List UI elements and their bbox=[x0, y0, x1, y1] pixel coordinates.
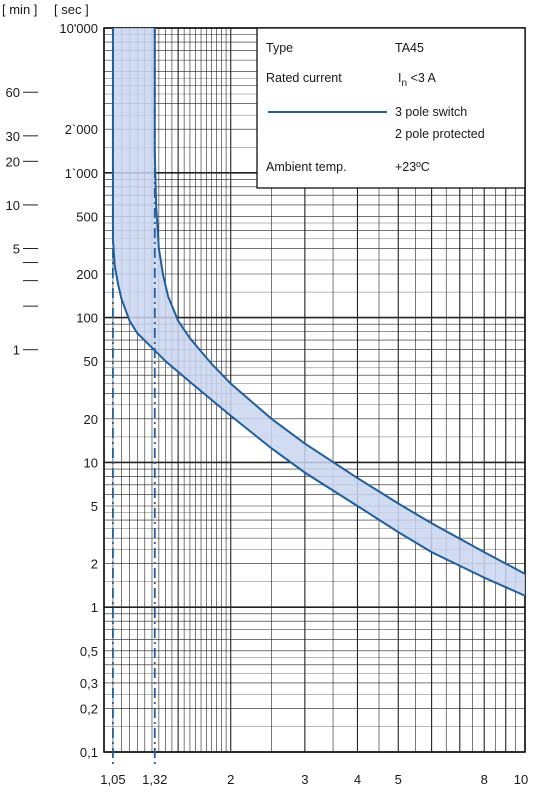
y-tick-label: 100 bbox=[76, 311, 98, 326]
legend: Type TA45 Rated current In <3 A 3 pole switc… bbox=[256, 27, 526, 189]
unit-label-sec: [ sec ] bbox=[54, 2, 89, 17]
minute-tick-label: 10 bbox=[6, 198, 20, 213]
band-upper-curve bbox=[153, 28, 526, 575]
unit-label-min: [ min ] bbox=[2, 2, 37, 17]
tolerance-band bbox=[111, 28, 526, 597]
reference-lines bbox=[112, 28, 156, 764]
x-tick-label: 4 bbox=[354, 772, 361, 787]
legend-label: Type bbox=[266, 41, 293, 55]
y-tick-label: 10 bbox=[84, 455, 98, 470]
y-tick-label: 200 bbox=[76, 267, 98, 282]
minute-tick-label: 1 bbox=[13, 343, 20, 358]
y-tick-label: 10'000 bbox=[59, 21, 98, 36]
minute-tick-label: 30 bbox=[6, 129, 20, 144]
y-tick-label: 5 bbox=[91, 499, 98, 514]
y-tick-label: 1`000 bbox=[65, 166, 98, 181]
minute-tick-label: 20 bbox=[6, 154, 20, 169]
x-tick-label: 2 bbox=[227, 772, 234, 787]
y-tick-label: 2 bbox=[91, 557, 98, 572]
minute-tick-label: 5 bbox=[13, 242, 20, 257]
y-tick-label: 2`000 bbox=[65, 122, 98, 137]
axes: 10'000 2`000 1`000 500 200 100 50 20 10 5 2 1 0,5 0,3… bbox=[2, 2, 528, 787]
y-tick-label: 0,2 bbox=[80, 701, 98, 716]
legend-value-2: 2 pole protected bbox=[395, 127, 485, 141]
legend-label: Rated current bbox=[266, 71, 342, 85]
legend-value: 3 pole switch bbox=[395, 105, 467, 119]
y-tick-label: 20 bbox=[84, 412, 98, 427]
minute-tick-label: 60 bbox=[6, 85, 20, 100]
y-tick-label: 500 bbox=[76, 209, 98, 224]
legend-box bbox=[256, 27, 526, 189]
y-tick-label: 0,1 bbox=[80, 745, 98, 760]
band-lower-curve bbox=[111, 28, 526, 597]
y-tick-label: 50 bbox=[84, 354, 98, 369]
y-tick-label: 1 bbox=[91, 600, 98, 615]
legend-value: +23ºC bbox=[395, 160, 430, 174]
legend-value: TA45 bbox=[395, 41, 424, 55]
y-tick-label: 0,3 bbox=[80, 676, 98, 691]
x-tick-label: 1,32 bbox=[142, 772, 167, 787]
x-tick-label: 3 bbox=[301, 772, 308, 787]
legend-label: Ambient temp. bbox=[266, 160, 347, 174]
y-tick-label: 0,5 bbox=[80, 644, 98, 659]
x-tick-label: 5 bbox=[395, 772, 402, 787]
x-tick-label: 10 bbox=[514, 772, 528, 787]
x-tick-label: 1,05 bbox=[100, 772, 125, 787]
legend-value: In <3 A bbox=[398, 71, 437, 89]
x-tick-label: 8 bbox=[481, 772, 488, 787]
